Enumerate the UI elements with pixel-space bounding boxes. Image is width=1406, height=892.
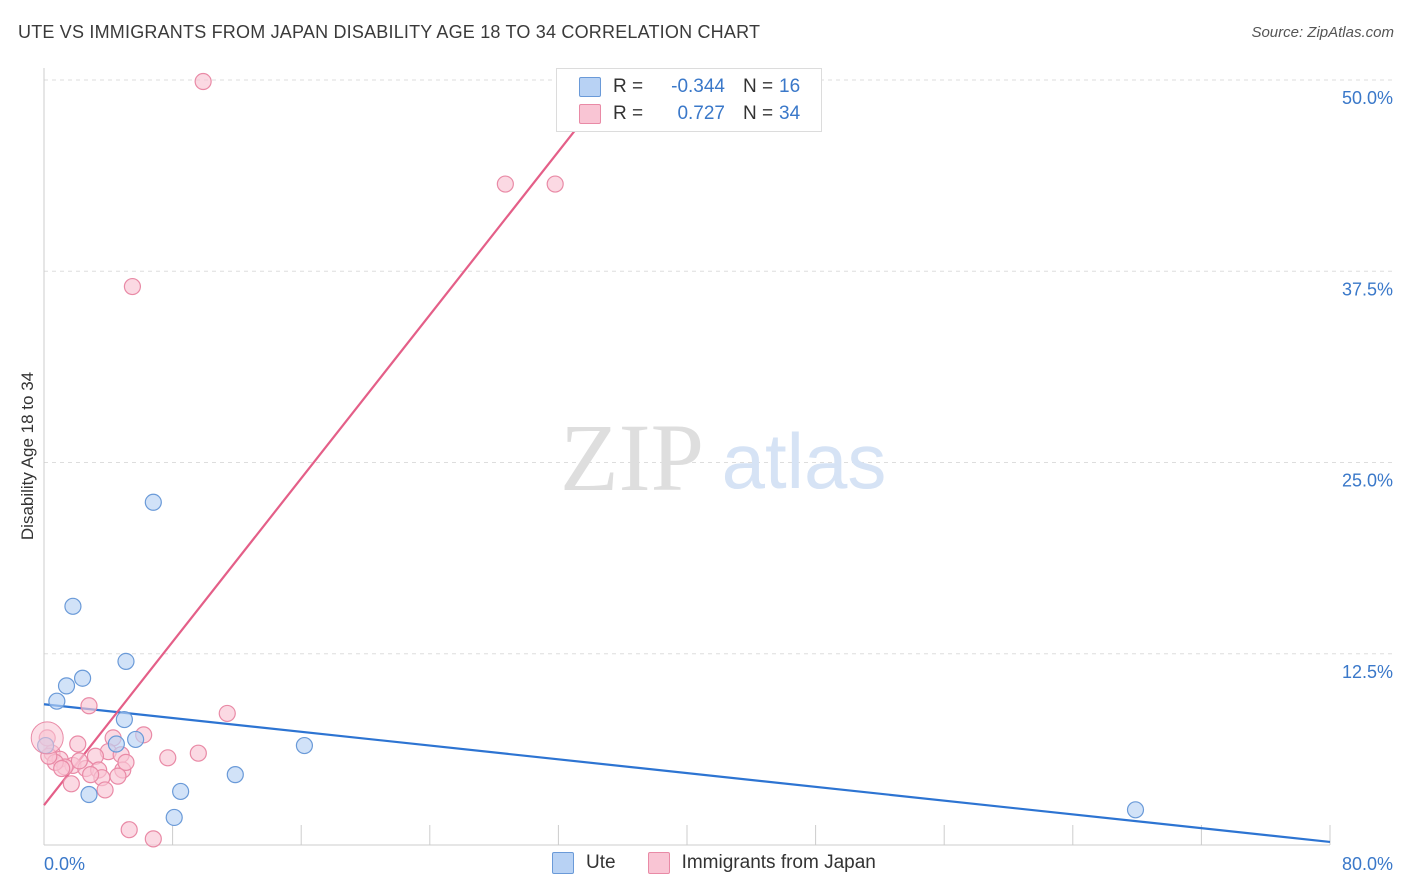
japan-point [117, 753, 135, 771]
ute-point [1126, 801, 1145, 819]
series-legend: Ute Immigrants from Japan [552, 852, 908, 874]
ute-point [80, 785, 98, 804]
ute-point [226, 766, 244, 784]
ute-point [64, 597, 82, 615]
japan-point [70, 752, 88, 770]
japan-point [53, 759, 71, 778]
legend-row-ute: R = -0.344 N = 16 [579, 75, 800, 99]
japan-point [109, 767, 127, 785]
ute-point [144, 493, 162, 511]
watermark: ZIP atlas [560, 404, 886, 511]
x-tick-label: 0.0% [44, 854, 85, 874]
japan-trend-line [43, 79, 616, 806]
r-value-ute: -0.344 [671, 76, 725, 97]
x-tick-label: 80.0% [1342, 854, 1393, 874]
legend-label-japan: Immigrants from Japan [681, 852, 876, 873]
japan-point [30, 721, 64, 755]
japan-point [144, 830, 162, 848]
japan-point [62, 775, 80, 793]
n-value-ute: 16 [779, 76, 801, 97]
chart-title: UTE VS IMMIGRANTS FROM JAPAN DISABILITY … [18, 22, 761, 42]
japan-point [218, 704, 236, 723]
japan-point [194, 72, 212, 91]
n-value-japan: 34 [779, 103, 801, 124]
japan-point [69, 735, 87, 753]
y-tick-label: 12.5% [1342, 662, 1393, 682]
japan-swatch [647, 852, 670, 874]
correlation-legend: R = -0.344 N = 16 R = 0.727 N = 34 [556, 68, 822, 132]
ute-swatch [552, 852, 574, 874]
japan-point [120, 821, 138, 839]
japan-point [159, 749, 177, 767]
ute-point [127, 730, 145, 749]
y-tick-label: 37.5% [1342, 279, 1393, 299]
y-tick-label: 25.0% [1342, 471, 1393, 491]
japan-point [189, 744, 207, 762]
tick-labels: 12.5% 25.0% 37.5% 50.0% 0.0% 80.0% [44, 88, 1393, 874]
legend-row-japan: R = 0.727 N = 34 [579, 102, 800, 126]
japan-point [80, 697, 98, 715]
source-label: Source: ZipAtlas.com [1251, 24, 1394, 41]
legend-label-ute: Ute [586, 852, 616, 873]
ute-point [295, 736, 314, 755]
japan-point [546, 175, 564, 193]
legend-item-japan[interactable]: Immigrants from Japan [647, 852, 876, 874]
japan-point [496, 175, 514, 193]
watermark-zip: ZIP [560, 404, 704, 511]
japan-swatch [579, 104, 601, 124]
japan-point [96, 781, 114, 799]
legend-item-ute[interactable]: Ute [552, 852, 616, 874]
ute-swatch [579, 77, 601, 97]
ute-point [57, 677, 76, 695]
ute-point [73, 669, 92, 687]
y-tick-label: 50.0% [1342, 88, 1393, 108]
ute-point [115, 710, 133, 729]
n-label: N = [743, 76, 774, 97]
ute-point [172, 782, 190, 801]
r-value-japan: 0.727 [677, 103, 725, 124]
ute-trend-line [43, 703, 1331, 844]
trend-lines [43, 79, 1331, 844]
ute-point [165, 808, 183, 827]
japan-point [82, 766, 100, 784]
n-label: N = [743, 103, 774, 124]
r-label: R = [613, 76, 644, 97]
r-label: R = [613, 103, 644, 124]
ute-point [117, 652, 135, 671]
ute-point [107, 735, 125, 753]
data-points [30, 72, 1145, 848]
gridlines [44, 79, 1392, 655]
ute-point [48, 692, 66, 710]
japan-point [123, 277, 142, 296]
watermark-atlas: atlas [722, 417, 887, 505]
axes [43, 68, 1331, 846]
